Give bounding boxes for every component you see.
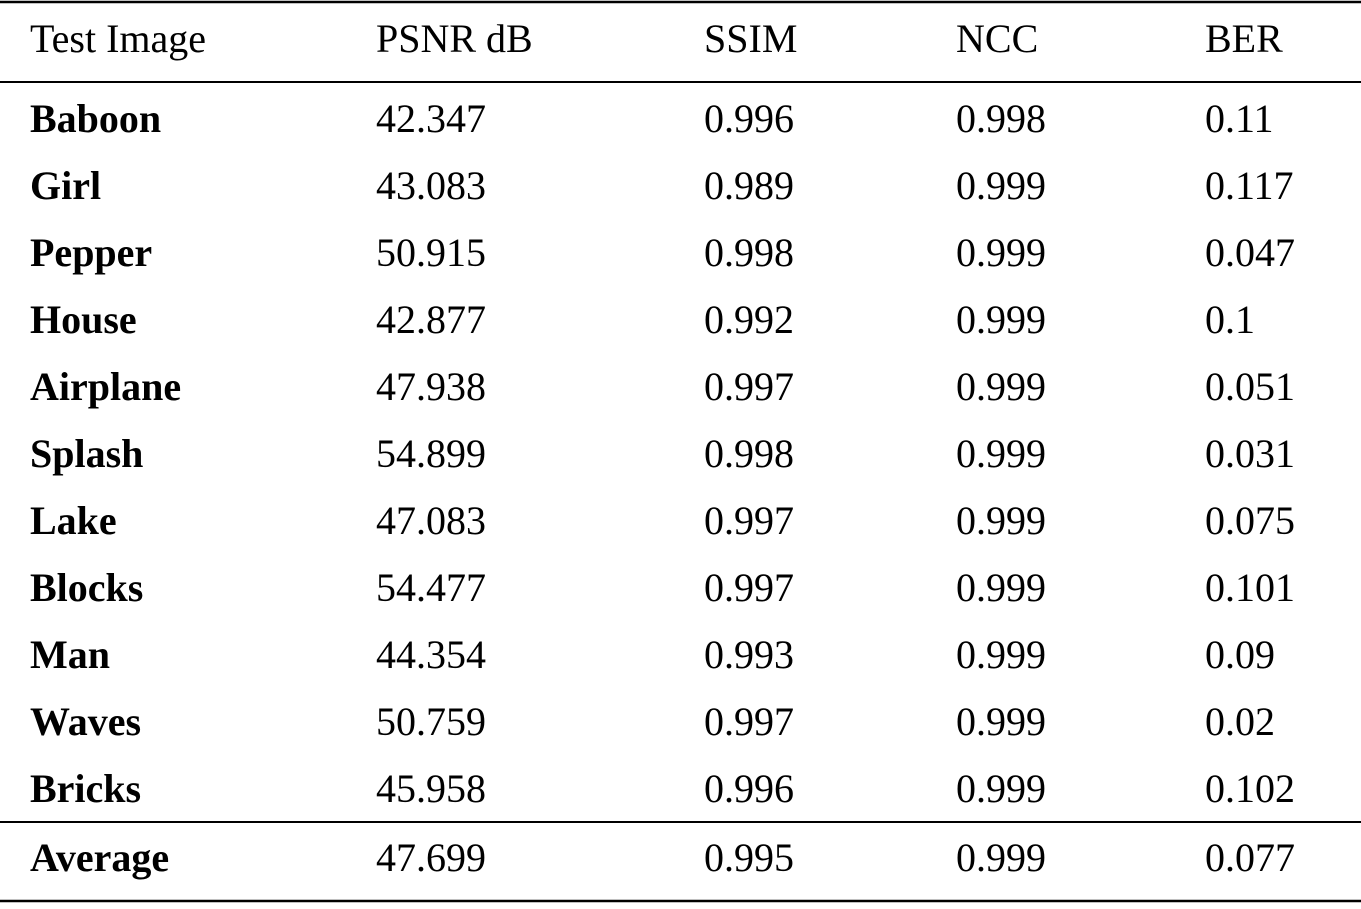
cell: 0.031	[1205, 431, 1295, 476]
cell: 0.998	[704, 230, 794, 275]
cell: 50.759	[376, 699, 486, 744]
footer-label: Average	[30, 835, 169, 880]
cell: 0.996	[704, 766, 794, 811]
row-label: Splash	[30, 431, 143, 476]
cell: 0.996	[704, 96, 794, 141]
cell: 0.998	[956, 96, 1046, 141]
cell: 0.992	[704, 297, 794, 342]
cell: 47.938	[376, 364, 486, 409]
cell: 0.047	[1205, 230, 1295, 275]
cell: 0.997	[704, 364, 794, 409]
cell: 0.999	[956, 632, 1046, 677]
cell: 0.998	[704, 431, 794, 476]
cell: 0.11	[1205, 96, 1274, 141]
row-label: Bricks	[30, 766, 141, 811]
cell: 0.993	[704, 632, 794, 677]
row-label: Baboon	[30, 96, 161, 141]
cell: 0.999	[956, 297, 1046, 342]
cell: 0.09	[1205, 632, 1275, 677]
cell: 44.354	[376, 632, 486, 677]
cell: 0.117	[1205, 163, 1294, 208]
cell: 0.999	[956, 699, 1046, 744]
row-label: Lake	[30, 498, 117, 543]
cell: 54.899	[376, 431, 486, 476]
cell: 0.989	[704, 163, 794, 208]
cell: 0.999	[956, 565, 1046, 610]
row-label: House	[30, 297, 137, 342]
cell: 43.083	[376, 163, 486, 208]
cell: 0.999	[956, 163, 1046, 208]
cell: 0.02	[1205, 699, 1275, 744]
cell: 0.999	[956, 498, 1046, 543]
footer-cell: 0.077	[1205, 835, 1295, 880]
row-label: Waves	[30, 699, 141, 744]
footer-cell: 47.699	[376, 835, 486, 880]
cell: 0.999	[956, 230, 1046, 275]
cell: 0.997	[704, 565, 794, 610]
cell: 47.083	[376, 498, 486, 543]
header-cell: SSIM	[704, 16, 797, 61]
row-label: Pepper	[30, 230, 152, 275]
row-label: Blocks	[30, 565, 143, 610]
row-label: Man	[30, 632, 110, 677]
cell: 0.101	[1205, 565, 1295, 610]
cell: 0.997	[704, 699, 794, 744]
cell: 0.051	[1205, 364, 1295, 409]
header-cell: Test Image	[30, 16, 206, 61]
header-cell: BER	[1205, 16, 1283, 61]
cell: 0.1	[1205, 297, 1255, 342]
row-label: Girl	[30, 163, 101, 208]
cell: 0.997	[704, 498, 794, 543]
cell: 0.102	[1205, 766, 1295, 811]
cell: 0.999	[956, 431, 1046, 476]
header-cell: NCC	[956, 16, 1038, 61]
footer-cell: 0.999	[956, 835, 1046, 880]
header-cell: PSNR dB	[376, 16, 533, 61]
cell: 0.999	[956, 766, 1046, 811]
row-label: Airplane	[30, 364, 181, 409]
footer-cell: 0.995	[704, 835, 794, 880]
cell: 50.915	[376, 230, 486, 275]
cell: 45.958	[376, 766, 486, 811]
cell: 42.347	[376, 96, 486, 141]
cell: 54.477	[376, 565, 486, 610]
cell: 42.877	[376, 297, 486, 342]
cell: 0.075	[1205, 498, 1295, 543]
cell: 0.999	[956, 364, 1046, 409]
